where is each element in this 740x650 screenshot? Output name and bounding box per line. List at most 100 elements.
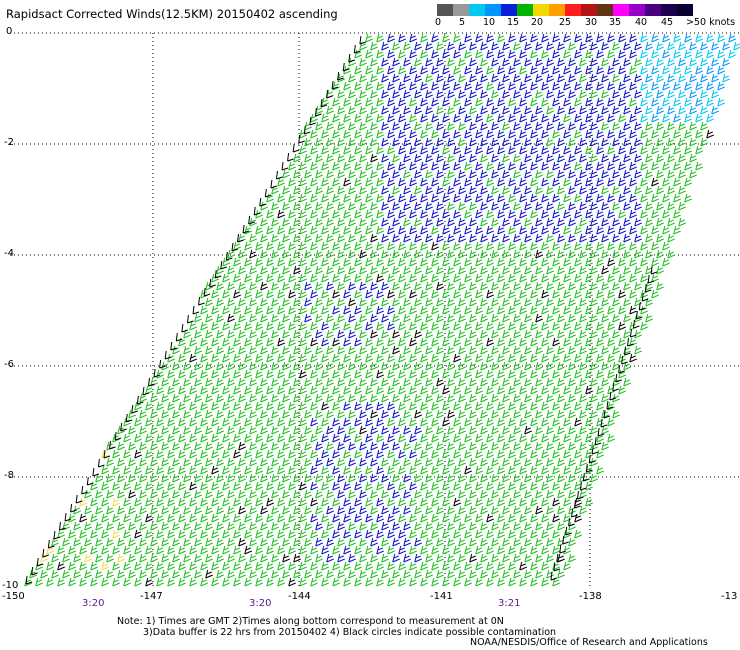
wind-barb	[623, 89, 631, 99]
wind-barb	[299, 385, 307, 395]
wind-barb	[469, 153, 477, 163]
wind-barb	[574, 161, 582, 171]
wind-barb	[216, 441, 224, 451]
wind-barb	[629, 241, 637, 251]
wind-barb	[475, 289, 483, 299]
wind-barb	[332, 497, 340, 507]
wind-barb	[299, 337, 307, 347]
wind-barb	[348, 457, 356, 467]
wind-barb	[392, 169, 400, 179]
wind-barb	[431, 161, 439, 171]
wind-barb	[612, 169, 620, 179]
wind-barb	[700, 121, 708, 131]
wind-barb	[563, 129, 571, 139]
wind-barb	[601, 409, 609, 419]
wind-barb	[277, 193, 285, 203]
wind-barb	[145, 545, 153, 555]
wind-barb	[579, 505, 587, 515]
wind-barb	[337, 249, 345, 259]
wind-barb	[260, 249, 268, 259]
wind-barb	[315, 265, 323, 275]
wind-barb	[189, 577, 197, 587]
wind-barb	[354, 449, 362, 459]
wind-barb	[260, 521, 268, 531]
wind-barb	[513, 409, 521, 419]
wind-barb	[623, 377, 631, 387]
wind-barb	[574, 353, 582, 363]
wind-barb	[354, 257, 362, 267]
wind-barb	[546, 377, 554, 387]
wind-barb	[178, 353, 186, 363]
wind-barb	[370, 553, 378, 563]
wind-barb	[271, 537, 279, 547]
wind-barb	[634, 201, 642, 211]
wind-barb	[442, 129, 450, 139]
wind-barb	[183, 377, 191, 387]
wind-barb	[156, 577, 164, 587]
wind-barb	[475, 65, 483, 75]
wind-barb	[513, 457, 521, 467]
wind-barb	[392, 201, 400, 211]
wind-barb	[530, 241, 538, 251]
wind-barb	[612, 313, 620, 323]
wind-barb	[310, 209, 318, 219]
wind-barb	[447, 121, 455, 131]
wind-barb	[480, 473, 488, 483]
wind-barb	[607, 145, 615, 155]
scale-swatch	[629, 4, 645, 16]
wind-barb	[563, 305, 571, 315]
wind-barb	[568, 105, 576, 115]
wind-barb	[255, 561, 263, 571]
wind-barb	[607, 289, 615, 299]
wind-barb	[585, 65, 593, 75]
wind-barb	[458, 249, 466, 259]
wind-barb	[568, 329, 576, 339]
wind-barb	[288, 241, 296, 251]
wind-barb	[612, 233, 620, 243]
wind-barb	[403, 153, 411, 163]
wind-barb	[629, 33, 637, 43]
wind-barb	[310, 289, 318, 299]
wind-barb	[288, 481, 296, 491]
wind-barb	[469, 137, 477, 147]
wind-barb	[596, 337, 604, 347]
wind-barb	[706, 49, 714, 59]
wind-barb	[530, 81, 538, 91]
wind-barb	[552, 193, 560, 203]
wind-barb	[458, 505, 466, 515]
wind-barb	[403, 521, 411, 531]
wind-barb	[337, 473, 345, 483]
wind-barb	[524, 329, 532, 339]
wind-barb	[348, 409, 356, 419]
wind-barb	[84, 521, 92, 531]
wind-barb	[233, 481, 241, 491]
wind-barb	[343, 337, 351, 347]
wind-barb	[464, 225, 472, 235]
wind-barb	[139, 537, 147, 547]
wind-barb	[645, 217, 653, 227]
wind-barb	[491, 73, 499, 83]
wind-barb	[508, 529, 516, 539]
wind-barb	[431, 513, 439, 523]
wind-barb	[563, 81, 571, 91]
wind-barb	[310, 497, 318, 507]
wind-barb	[167, 513, 175, 523]
wind-barb	[475, 129, 483, 139]
wind-barb	[249, 297, 257, 307]
wind-barb	[310, 129, 318, 139]
wind-barb	[414, 505, 422, 515]
edge-wind-barb	[214, 269, 222, 279]
wind-barb	[282, 537, 290, 547]
wind-barb	[139, 521, 147, 531]
wind-barb	[453, 433, 461, 443]
wind-barb	[321, 449, 329, 459]
wind-barb	[282, 521, 290, 531]
wind-barb	[519, 193, 527, 203]
wind-barb	[645, 281, 653, 291]
wind-barb	[68, 545, 76, 555]
wind-barb	[447, 441, 455, 451]
wind-barb	[365, 577, 373, 587]
wind-barb	[403, 473, 411, 483]
wind-barb	[233, 369, 241, 379]
wind-barb	[486, 177, 494, 187]
